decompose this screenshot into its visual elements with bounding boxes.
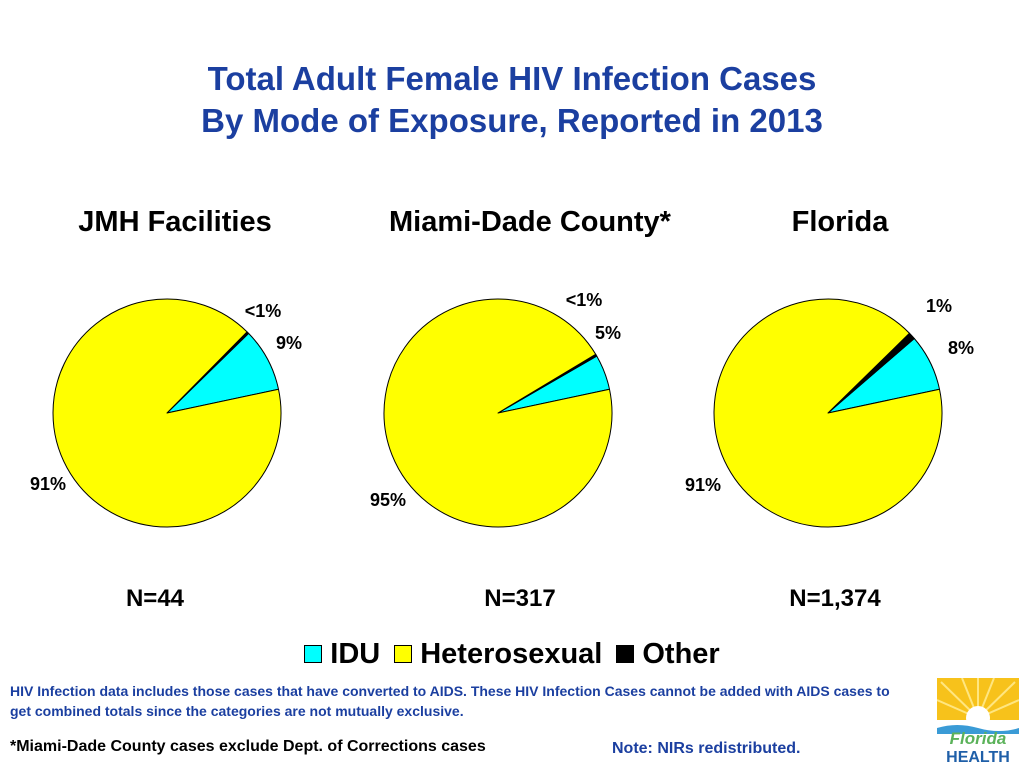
legend-label-idu: IDU bbox=[330, 637, 381, 670]
legend-label-other: Other bbox=[642, 637, 720, 670]
legend-item-other: Other bbox=[616, 637, 720, 671]
legend-item-heterosexual: Heterosexual bbox=[394, 638, 602, 671]
logo-text-florida: Florida bbox=[950, 729, 1007, 748]
florida-health-logo: Florida HEALTH bbox=[937, 678, 1019, 764]
hiv-data-note: HIV Infection data includes those cases … bbox=[10, 683, 890, 719]
miami-dade-footnote: *Miami-Dade County cases exclude Dept. o… bbox=[10, 738, 486, 755]
legend-label-heterosexual: Heterosexual bbox=[420, 637, 603, 670]
legend-item-idu: IDU bbox=[304, 638, 380, 671]
slide-title: Total Adult Female HIV Infection Cases B… bbox=[0, 58, 1024, 142]
nir-note: Note: NIRs redistributed. bbox=[612, 740, 801, 757]
pie-label-jmh-idu: 9% bbox=[276, 333, 302, 353]
chart-title-florida: Florida bbox=[791, 206, 889, 238]
pie-label-miami-dade-idu: 5% bbox=[595, 323, 621, 343]
title-line-2: By Mode of Exposure, Reported in 2013 bbox=[201, 102, 823, 139]
pie-label-jmh-other: <1% bbox=[245, 301, 282, 321]
legend-swatch-idu bbox=[304, 645, 323, 663]
title-line-1: Total Adult Female HIV Infection Cases bbox=[207, 60, 817, 97]
pie-slice-jmh-heterosexual bbox=[52, 298, 282, 528]
n-label-miami-dade: N=317 bbox=[484, 585, 556, 612]
pie-slice-miami-dade-heterosexual bbox=[383, 298, 613, 528]
n-label-florida: N=1,374 bbox=[789, 585, 881, 612]
pie-slice-florida-heterosexual bbox=[713, 298, 943, 528]
pie-label-florida-idu: 8% bbox=[948, 338, 974, 358]
legend-swatch-heterosexual bbox=[394, 645, 413, 663]
n-label-jmh: N=44 bbox=[125, 585, 185, 612]
legend: IDU Heterosexual Other bbox=[0, 636, 1024, 672]
pie-label-miami-dade-other: <1% bbox=[566, 290, 603, 310]
legend-swatch-other bbox=[616, 645, 635, 663]
pie-label-florida-other: 1% bbox=[926, 296, 952, 316]
pie-label-florida-heterosexual: 91% bbox=[685, 475, 721, 495]
chart-title-jmh: JMH Facilities bbox=[78, 206, 272, 238]
logo-text-health: HEALTH bbox=[946, 749, 1010, 764]
pie-label-jmh-heterosexual: 91% bbox=[30, 474, 66, 494]
pie-label-miami-dade-heterosexual: 95% bbox=[370, 490, 406, 510]
chart-title-miami-dade: Miami-Dade County* bbox=[389, 206, 671, 238]
